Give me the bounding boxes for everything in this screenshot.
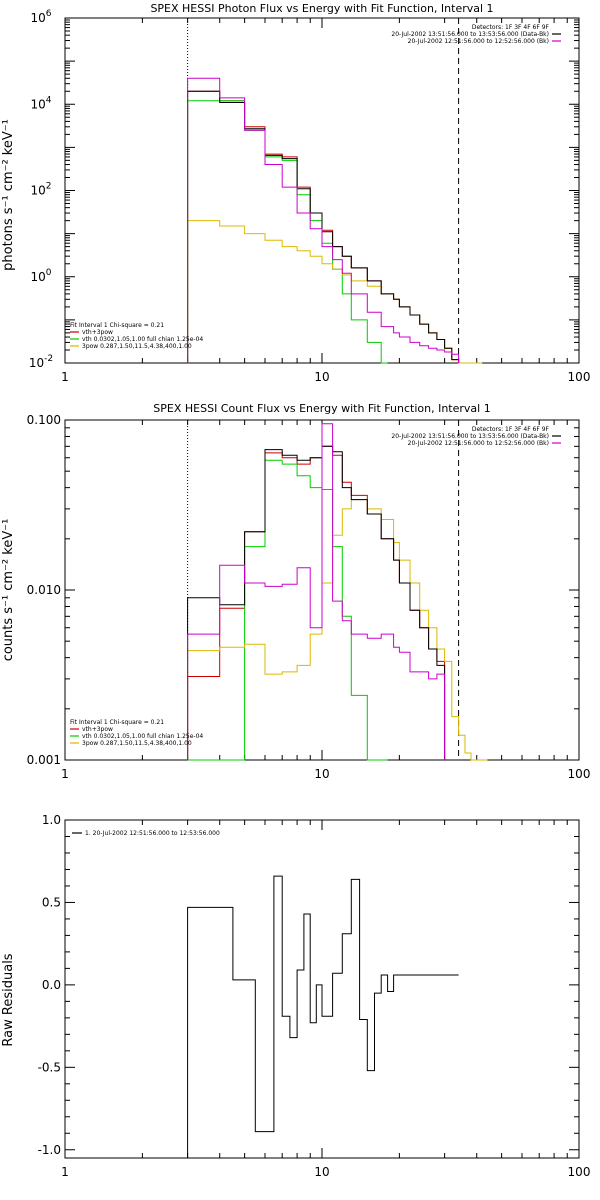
legend-topright-entry: 20-Jul-2002 12:51:56.000 to 12:52:56.000…	[408, 38, 549, 45]
y-tick-label: 1.0	[42, 813, 61, 827]
residuals-panel: Raw Residuals 1 10 100 1.0 0.5 0.0 -0.5 -1.0 1.…	[1, 813, 590, 1179]
legend-bottomleft-entry: vth 0.0302,1.05,1.00 full chian 1.25e-04	[82, 733, 203, 740]
panel3-ylabel: Raw Residuals	[1, 953, 16, 1046]
x-tick-label: 1	[61, 767, 69, 781]
x-tick-label: 1	[61, 370, 69, 384]
y-tick-label: 106	[30, 9, 51, 25]
series-bk	[187, 423, 446, 760]
y-tick-label: 102	[30, 182, 51, 198]
x-tick-label: 10	[314, 767, 329, 781]
panel2-ylabel: counts s⁻¹ cm⁻² keV⁻¹	[1, 519, 16, 662]
x-tick-label: 10	[314, 1165, 329, 1179]
legend-bottomleft-entry: 3pow 0.287,1.50,11.5,4.38,400,1.00	[82, 740, 192, 747]
x-tick-label: 100	[568, 370, 591, 384]
y-tick-label: 10-2	[29, 354, 53, 370]
legend-topright-entry: Detectors: 1F 3F 4F 6F 9F	[472, 24, 550, 31]
y-tick-label: -1.0	[38, 1143, 61, 1157]
legend-bottomleft-entry: vth+3pow	[82, 329, 113, 336]
y-tick-label: 0.010	[27, 583, 61, 597]
panel1-ylabel: photons s⁻¹ cm⁻² keV⁻¹	[1, 119, 16, 271]
photon-flux-panel: SPEX HESSI Photon Flux vs Energy with Fi…	[1, 2, 590, 384]
x-tick-label: 100	[568, 1165, 591, 1179]
panel2-title: SPEX HESSI Count Flux vs Energy with Fit…	[153, 402, 490, 415]
legend-bottomleft-entry: vth 0.0302,1.05,1.00 full chian 1.25e-04	[82, 336, 203, 343]
legend-topright-entry: Detectors: 1F 3F 4F 6F 9F	[472, 426, 550, 433]
x-tick-label: 1	[61, 1165, 69, 1179]
y-tick-label: 0.0	[42, 978, 61, 992]
series-data-bk	[187, 445, 446, 760]
y-tick-label: 0.100	[27, 413, 61, 427]
legend-bottomleft-entry: Fit Interval 1 Chi-square = 0.21	[70, 322, 164, 329]
legend-topright-entry: 20-Jul-2002 13:51:56.000 to 13:53:56.000…	[391, 433, 549, 440]
legend-topleft-entry: 1. 20-Jul-2002 12:51:56.000 to 12:53:56.…	[85, 830, 220, 837]
x-tick-label: 100	[568, 767, 591, 781]
series-data-bk	[187, 90, 460, 363]
legend-topright-entry: 20-Jul-2002 13:51:56.000 to 13:53:56.000…	[391, 31, 549, 38]
y-tick-label: -0.5	[38, 1060, 61, 1074]
x-tick-label: 10	[314, 370, 329, 384]
count-flux-panel: SPEX HESSI Count Flux vs Energy with Fit…	[1, 402, 590, 781]
series-vth	[187, 459, 388, 761]
legend-bottomleft-entry: vth+3pow	[82, 726, 113, 733]
panel1-title: SPEX HESSI Photon Flux vs Energy with Fi…	[150, 2, 493, 15]
y-tick-label: 0.5	[42, 895, 61, 909]
y-tick-label: 104	[30, 95, 51, 111]
legend-bottomleft-entry: Fit Interval 1 Chi-square = 0.21	[70, 719, 164, 726]
series-bk	[187, 77, 460, 363]
series-1-20-jul-2002-12-51-56-000-to-12-53-56-000	[187, 875, 459, 1158]
legend-topright-entry: 20-Jul-2002 12:51:56.000 to 12:52:56.000…	[408, 440, 549, 447]
y-tick-label: 0.001	[27, 753, 61, 767]
legend-bottomleft-entry: 3pow 0.287,1.50,11.5,4.38,400,1.00	[82, 343, 192, 350]
y-tick-label: 100	[30, 268, 51, 284]
